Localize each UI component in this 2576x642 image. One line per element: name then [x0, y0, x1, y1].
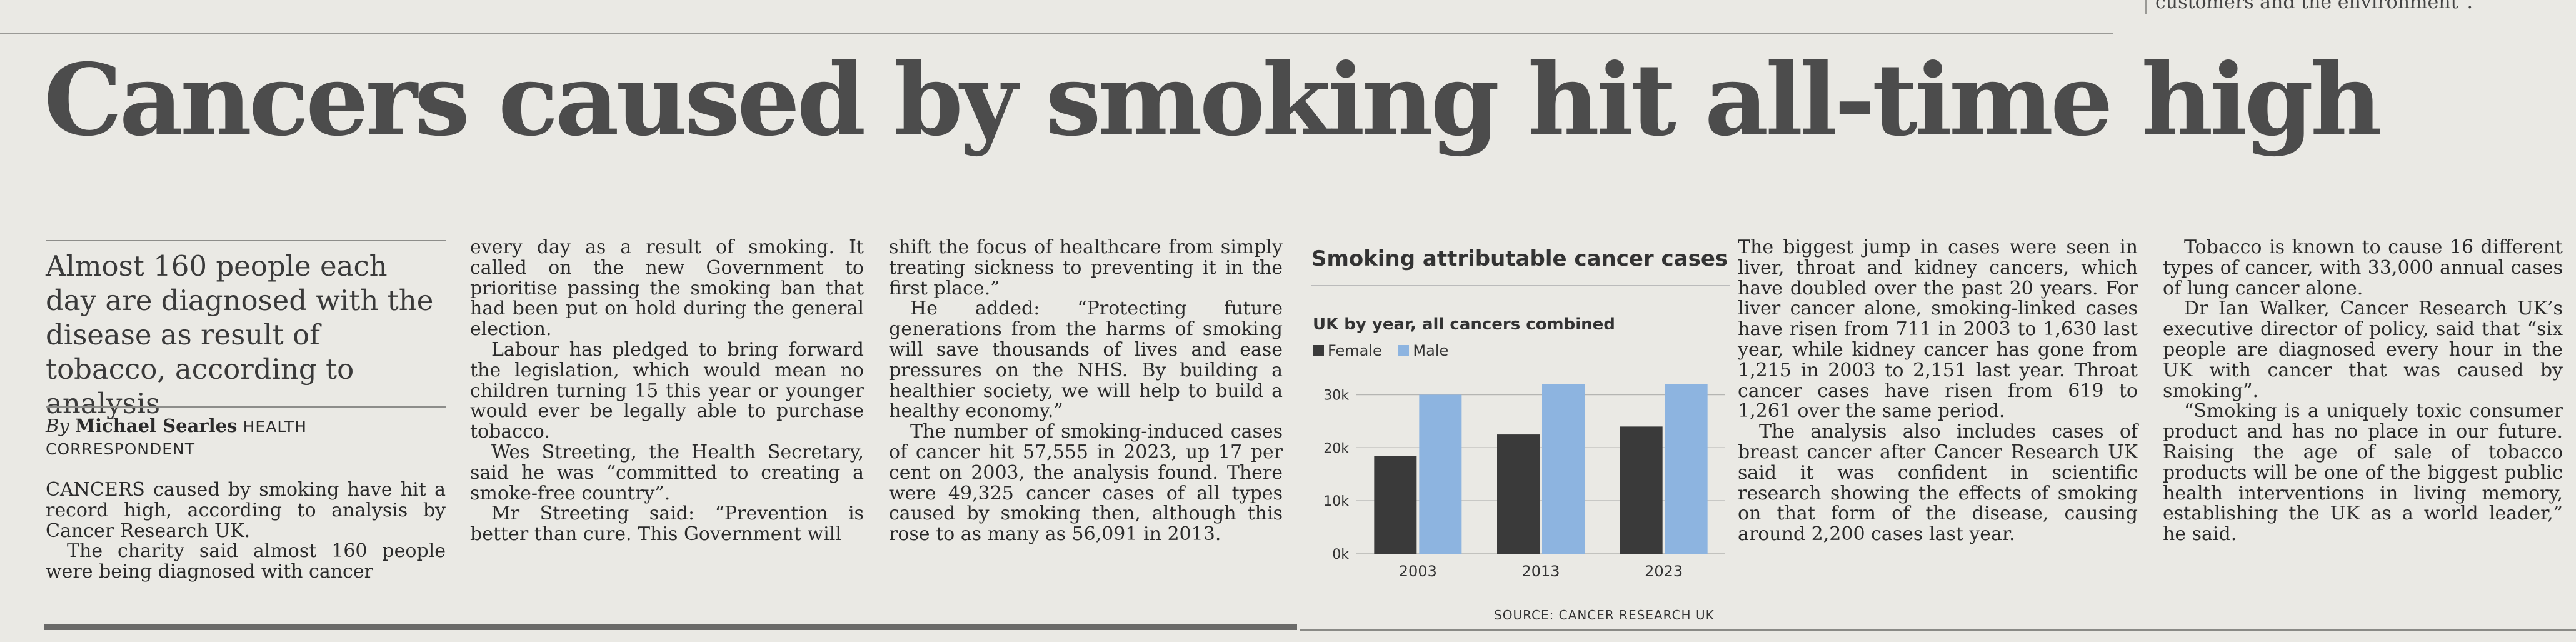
- y-tick-label: 30k: [1323, 388, 1349, 403]
- previous-article-fragment: customers and the environment".: [2155, 0, 2473, 13]
- byline-rule: [46, 406, 446, 408]
- x-tick-label: 2023: [1645, 563, 1683, 580]
- byline-by: By: [46, 415, 69, 436]
- chart-legend: Female Male: [1313, 341, 1448, 359]
- byline: By Michael Searles HEALTH CORRESPONDENT: [46, 415, 452, 460]
- paragraph: “Smoking is a uniquely toxic consumer pr…: [2163, 400, 2563, 546]
- byline-role: HEALTH CORRESPONDENT: [46, 418, 307, 458]
- paragraph: CANCERS caused by smoking have hit a rec…: [46, 479, 446, 542]
- paragraph: every day as a result of smoking. It cal…: [470, 236, 864, 341]
- chart-title: Smoking attributable cancer cases: [1311, 246, 1728, 271]
- y-tick-label: 20k: [1323, 441, 1349, 456]
- y-tick-label: 0k: [1332, 547, 1349, 563]
- paragraph: He added: “Protecting future generations…: [889, 298, 1283, 423]
- paragraph: Labour has pledged to bring forward the …: [470, 338, 864, 443]
- x-tick-label: 2003: [1399, 563, 1437, 580]
- column-5: The biggest jump in cases were seen in l…: [1738, 236, 2138, 546]
- bar-female-2013: [1497, 434, 1540, 554]
- paragraph: The charity said almost 160 people were …: [46, 540, 446, 583]
- top-rule: [0, 33, 2113, 34]
- chart-subtitle: UK by year, all cancers combined: [1313, 315, 1615, 334]
- paragraph: Mr Streeting said: “Prevention is better…: [470, 503, 864, 546]
- headline: Cancers caused by smoking hit all-time h…: [44, 43, 2382, 158]
- chart-source: SOURCE: CANCER RESEARCH UK: [1494, 608, 1715, 623]
- bar-male-2023: [1665, 384, 1708, 554]
- bottom-rule: [44, 624, 1297, 630]
- column-2: every day as a result of smoking. It cal…: [470, 236, 864, 546]
- top-column-rule: [2145, 0, 2147, 14]
- paragraph: The number of smoking-induced cases of c…: [889, 421, 1283, 546]
- paragraph: The analysis also includes cases of brea…: [1738, 421, 2138, 546]
- paragraph: Wes Streeting, the Health Secretary, sai…: [470, 441, 864, 504]
- standfirst: Almost 160 people each day are diagnosed…: [46, 249, 434, 420]
- legend-label-female: Female: [1328, 342, 1382, 359]
- paragraph: shift the focus of healthcare from simpl…: [889, 236, 1283, 299]
- cancer-cases-chart: Smoking attributable cancer cases UK by …: [1300, 229, 1738, 629]
- byline-author: Michael Searles: [74, 415, 238, 436]
- legend-swatch-male: [1398, 345, 1410, 356]
- paragraph: The biggest jump in cases were seen in l…: [1738, 236, 2138, 423]
- legend-label-male: Male: [1413, 342, 1449, 359]
- chart-title-rule: [1311, 285, 1730, 286]
- paragraph: Dr Ian Walker, Cancer Research UK’s exec…: [2163, 298, 2563, 402]
- chart-plot: 0k 10k 20k 30k 2003 2013 2023: [1323, 384, 1725, 580]
- bar-male-2013: [1542, 384, 1585, 554]
- column-1: CANCERS caused by smoking have hit a rec…: [46, 479, 446, 583]
- x-tick-label: 2013: [1521, 563, 1560, 580]
- paragraph: Tobacco is known to cause 16 different t…: [2163, 236, 2563, 299]
- bottom-rule-right: [1300, 629, 2576, 631]
- column-3: shift the focus of healthcare from simpl…: [889, 236, 1283, 546]
- bar-female-2003: [1374, 456, 1417, 554]
- y-tick-label: 10k: [1323, 494, 1349, 509]
- bar-female-2023: [1620, 426, 1663, 554]
- standfirst-rule: [46, 240, 446, 241]
- bar-male-2003: [1419, 394, 1462, 554]
- legend-swatch-female: [1313, 345, 1324, 356]
- column-6: Tobacco is known to cause 16 different t…: [2163, 236, 2563, 546]
